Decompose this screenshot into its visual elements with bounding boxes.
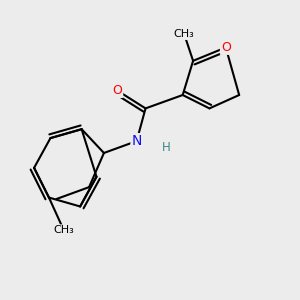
Text: O: O <box>112 84 122 97</box>
Text: CH₃: CH₃ <box>53 225 74 235</box>
Text: H: H <box>162 140 171 154</box>
Text: N: N <box>131 134 142 148</box>
Text: CH₃: CH₃ <box>174 29 195 39</box>
Text: O: O <box>221 41 231 54</box>
